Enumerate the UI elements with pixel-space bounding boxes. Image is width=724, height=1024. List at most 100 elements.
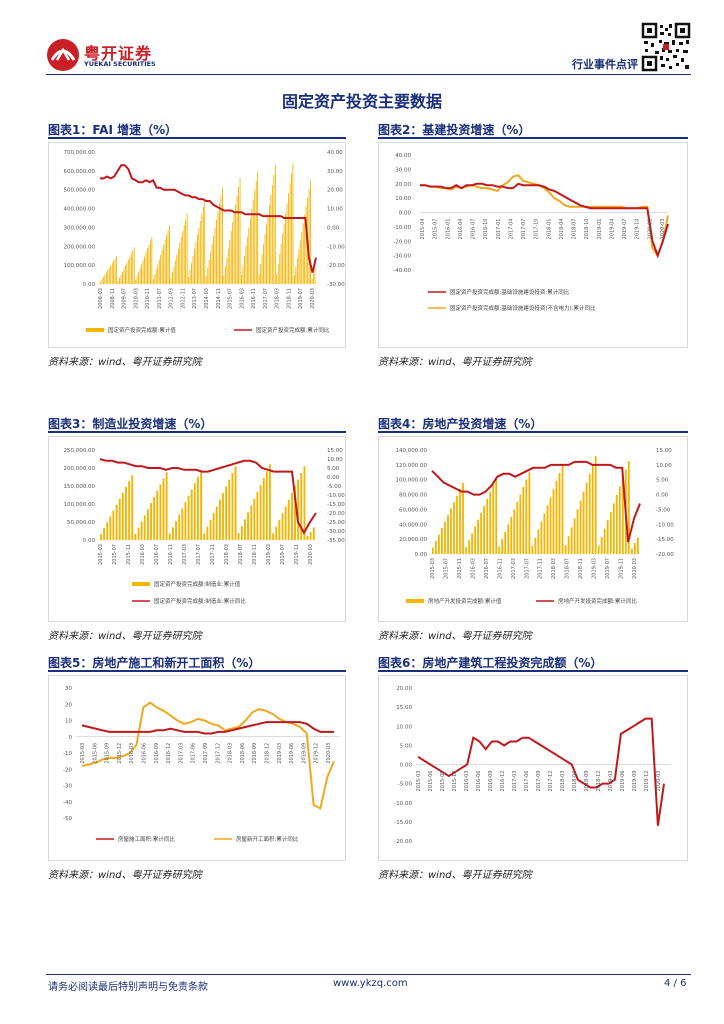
mfg-bar xyxy=(303,466,306,540)
right-axis-tick-label: 30.00 xyxy=(327,169,343,175)
mfg-bar xyxy=(206,526,209,540)
x-tick-label: 2018-10 xyxy=(584,219,590,240)
x-tick-label: 2015-06 xyxy=(92,743,98,764)
right-axis-tick-label: -10.00 xyxy=(327,493,345,499)
left-axis-tick-label: 20.00 xyxy=(395,182,411,188)
fai-bar xyxy=(211,243,213,284)
fai-bar xyxy=(314,268,316,284)
chart1-source: 资料来源：wind、粤开证券研究院 xyxy=(48,357,202,368)
chart6-construction: 20.00 15.00 10.00 5.00 0.00 -5.00 -10.00 -15.00… xyxy=(378,675,688,861)
right-axis-tick-label: -5.00 xyxy=(656,507,671,513)
x-tick-label: 2015-03 xyxy=(80,743,86,764)
x-tick-label: 2017-11 xyxy=(210,544,216,565)
x-tick-label: 2015-07 xyxy=(112,544,118,565)
fai-bar xyxy=(244,255,245,284)
fai-bar xyxy=(199,220,201,284)
fai-bar xyxy=(226,257,228,284)
fai-bar xyxy=(263,244,264,284)
fai-bar xyxy=(191,263,192,284)
re-bar xyxy=(594,455,597,554)
fai-bar xyxy=(202,206,204,284)
fai-bar xyxy=(294,275,295,284)
re-bar xyxy=(618,486,621,554)
left-axis-tick-label: 120,000.00 xyxy=(396,463,428,469)
chart4-title-rule xyxy=(378,431,688,433)
re-bar xyxy=(516,502,519,554)
fai-bar xyxy=(104,274,106,284)
fai-bar xyxy=(163,244,165,284)
re-bar xyxy=(450,508,452,554)
re-bar xyxy=(534,537,537,554)
re-bar xyxy=(528,472,531,554)
mfg-bar xyxy=(312,527,315,540)
fai-bar xyxy=(220,195,222,284)
x-tick-label: 2018-11 xyxy=(252,544,258,565)
fai-bar xyxy=(291,173,292,284)
mfg-bar xyxy=(121,492,124,540)
re-bar xyxy=(462,482,464,554)
right-axis-tick-label: 5.00 xyxy=(327,466,340,472)
x-tick-label: 2018-03 xyxy=(224,544,230,565)
x-tick-label: 2020-03 xyxy=(310,288,316,309)
fai-bar xyxy=(233,213,235,284)
x-tick-label: 2019-11 xyxy=(294,544,300,565)
fai-bar xyxy=(279,253,281,284)
fai-bar xyxy=(108,267,110,284)
mfg-bar xyxy=(115,504,118,540)
left-axis-tick-label: -10.00 xyxy=(394,801,412,807)
re-bar xyxy=(495,478,498,554)
fai-bar xyxy=(189,270,191,284)
fai-bar xyxy=(227,248,229,284)
fai-bar xyxy=(111,263,113,284)
mfg-bar xyxy=(231,472,234,540)
left-axis-tick-label: 150,000.00 xyxy=(64,484,96,490)
brand-name: 粤开证券 xyxy=(84,44,153,63)
footer-url[interactable]: www.ykzq.com xyxy=(333,978,408,989)
fai-yoy-line xyxy=(100,164,317,273)
re-bar xyxy=(456,495,458,554)
fai-bar xyxy=(223,275,225,284)
fai-bar xyxy=(186,213,188,284)
fai-bar xyxy=(197,234,198,284)
fai-bar xyxy=(130,253,132,284)
left-axis-tick-label: 80,000.00 xyxy=(399,493,427,499)
page-number: 4 / 6 xyxy=(664,978,687,989)
re-bar xyxy=(564,545,567,554)
x-tick-label: 2018-07 xyxy=(565,558,571,579)
x-tick-label: 2012-03 xyxy=(169,288,175,309)
left-axis-tick-label: 400,000.00 xyxy=(64,207,96,213)
fai-bar xyxy=(305,206,307,284)
mfg-bar xyxy=(225,486,228,540)
fai-bar xyxy=(152,279,154,284)
x-tick-label: 2018-07 xyxy=(572,219,578,240)
fai-bar xyxy=(260,264,262,284)
x-tick-label: 2016-07 xyxy=(484,558,490,579)
fai-bar xyxy=(172,272,173,284)
brand-name-en: YUEKAI SECURITIES xyxy=(84,60,156,68)
right-axis-tick-label: 10.00 xyxy=(656,463,672,469)
left-axis-tick-label: 100,000.00 xyxy=(396,478,428,484)
re-bar xyxy=(621,478,624,554)
fai-bar xyxy=(242,265,244,284)
left-axis-tick-label: 10.00 xyxy=(395,196,411,202)
re-bar xyxy=(582,491,585,554)
mfg-bar xyxy=(272,533,275,540)
left-axis-tick-label: 15.00 xyxy=(396,705,412,711)
x-tick-label: 2017-07 xyxy=(263,288,269,309)
fai-bar xyxy=(126,262,128,284)
left-axis-tick-label: 0.00 xyxy=(83,538,96,544)
fai-bar xyxy=(248,227,250,284)
left-axis-tick-label: 100,000.00 xyxy=(64,263,96,269)
right-axis-tick-label: -15.00 xyxy=(327,502,345,508)
x-tick-label: 2020-03 xyxy=(326,743,332,764)
fai-bar xyxy=(286,203,288,284)
x-tick-label: 2018-03 xyxy=(228,743,234,764)
x-tick-label: 2017-10 xyxy=(534,219,540,240)
re-bar xyxy=(480,512,483,554)
fai-bar xyxy=(135,280,137,284)
fai-bar xyxy=(264,234,266,284)
x-tick-label: 2015-03 xyxy=(430,558,436,579)
mfg-bar xyxy=(153,496,156,540)
x-tick-label: 2008-03 xyxy=(98,288,104,309)
fai-bar xyxy=(113,260,115,284)
